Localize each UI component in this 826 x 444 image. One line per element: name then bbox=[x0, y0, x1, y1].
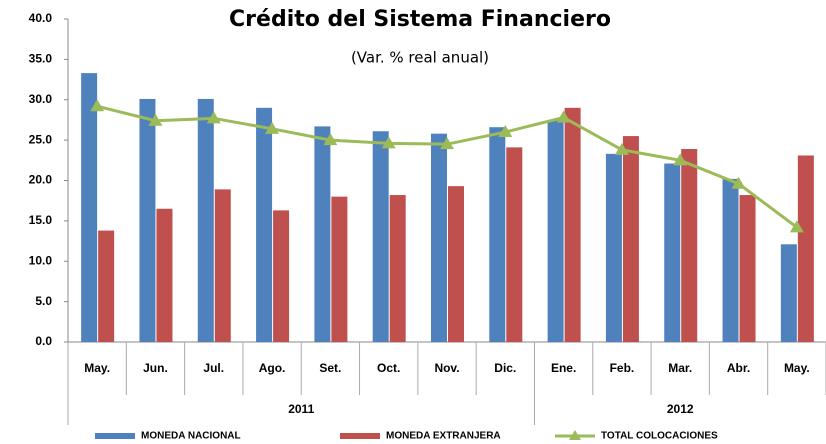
y-tick-label: 0.0 bbox=[35, 334, 52, 348]
y-tick-label: 25.0 bbox=[29, 132, 53, 146]
x-tick-label: Jun. bbox=[143, 361, 168, 375]
x-tick-label: Ago. bbox=[259, 361, 286, 375]
x-tick-label: Set. bbox=[319, 361, 341, 375]
marker bbox=[90, 99, 105, 112]
bar bbox=[664, 163, 681, 342]
legend-marker bbox=[569, 430, 581, 440]
bar bbox=[273, 210, 290, 342]
x-tick-label: Feb. bbox=[610, 361, 635, 375]
marker bbox=[440, 137, 454, 150]
y-tick-label: 10.0 bbox=[29, 253, 53, 267]
bar bbox=[139, 98, 156, 342]
y-tick-label: 15.0 bbox=[29, 213, 53, 227]
marker bbox=[206, 111, 221, 124]
bar bbox=[506, 147, 523, 342]
chart-subtitle: (Var. % real anual) bbox=[351, 49, 489, 67]
legend-label: MONEDA NACIONAL bbox=[141, 431, 241, 442]
y-tick-label: 5.0 bbox=[35, 294, 52, 308]
y-tick-label: 40.0 bbox=[29, 11, 53, 25]
x-tick-label: Oct. bbox=[377, 361, 400, 375]
bar bbox=[431, 133, 447, 342]
marker bbox=[323, 133, 338, 146]
legend-swatch bbox=[95, 433, 135, 439]
marker bbox=[148, 113, 163, 126]
bar bbox=[780, 244, 797, 342]
y-tick-label: 35.0 bbox=[29, 52, 53, 66]
x-tick-label: Ene. bbox=[551, 361, 576, 375]
bar bbox=[681, 149, 698, 342]
x-tick-label: Jul. bbox=[203, 361, 224, 375]
marker bbox=[265, 121, 280, 134]
bar bbox=[797, 155, 814, 342]
marker bbox=[614, 142, 629, 155]
x-tick-label: May. bbox=[784, 361, 810, 375]
group-label: 2011 bbox=[288, 402, 314, 416]
bar bbox=[739, 195, 756, 342]
bar bbox=[547, 119, 564, 342]
bar bbox=[372, 131, 389, 342]
marker bbox=[556, 110, 571, 123]
bar bbox=[197, 98, 214, 342]
marker bbox=[731, 176, 746, 189]
y-tick-label: 30.0 bbox=[29, 92, 53, 106]
bar bbox=[256, 107, 273, 342]
bar bbox=[98, 230, 115, 342]
bar bbox=[489, 127, 506, 342]
bar bbox=[622, 136, 639, 342]
x-tick-label: Nov. bbox=[434, 361, 459, 375]
bar bbox=[331, 196, 348, 342]
bar bbox=[214, 189, 231, 342]
x-tick-label: Dic. bbox=[494, 361, 516, 375]
chart-title: Crédito del Sistema Financiero bbox=[229, 7, 611, 32]
legend-label: MONEDA EXTRANJERA bbox=[386, 431, 501, 442]
marker bbox=[381, 136, 396, 149]
bar bbox=[564, 107, 581, 342]
bar bbox=[448, 186, 464, 342]
group-label: 2012 bbox=[667, 402, 694, 416]
bar bbox=[156, 208, 173, 342]
legend-label: TOTAL COLOCACIONES bbox=[601, 431, 718, 442]
y-tick-label: 20.0 bbox=[29, 173, 53, 187]
x-tick-label: May. bbox=[84, 361, 110, 375]
bar bbox=[314, 126, 331, 343]
x-tick-label: Abr. bbox=[727, 361, 750, 375]
marker bbox=[789, 220, 804, 233]
marker bbox=[673, 153, 688, 166]
marker bbox=[498, 125, 513, 138]
x-tick-label: Mar. bbox=[668, 361, 692, 375]
bar bbox=[81, 73, 98, 342]
bar bbox=[605, 153, 622, 342]
bar bbox=[389, 195, 406, 342]
bar bbox=[722, 178, 739, 342]
legend-swatch bbox=[340, 433, 380, 439]
